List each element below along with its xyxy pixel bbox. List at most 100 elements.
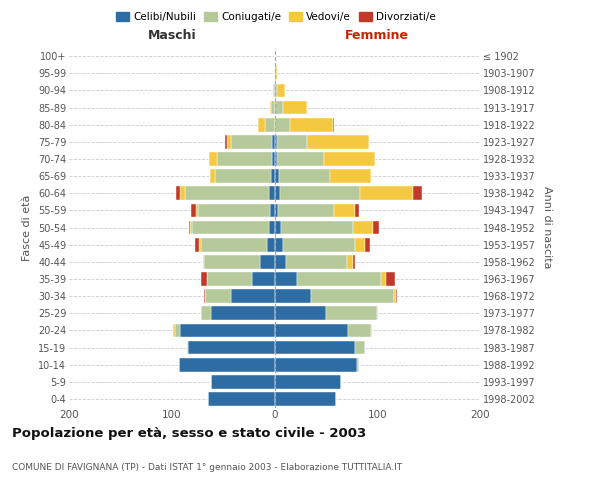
Bar (265, 118, 275, 132)
Bar (200, 306, 211, 320)
Bar (275, 340, 355, 354)
Legend: Celibi/Nubili, Coniugati/e, Vedovi/e, Divorziati/e: Celibi/Nubili, Coniugati/e, Vedovi/e, Di… (112, 8, 440, 26)
Bar (199, 204, 271, 217)
Bar (209, 152, 217, 166)
Bar (227, 135, 232, 148)
Bar (208, 392, 275, 406)
Bar (275, 238, 283, 252)
Bar (275, 272, 297, 286)
Bar (311, 289, 394, 303)
Bar (199, 238, 200, 252)
Bar (215, 169, 271, 183)
Bar (330, 169, 371, 183)
Bar (307, 135, 369, 148)
Bar (200, 238, 268, 252)
Bar (269, 220, 275, 234)
Bar (225, 135, 227, 148)
Bar (232, 289, 275, 303)
Bar (203, 289, 205, 303)
Bar (326, 306, 377, 320)
Bar (271, 204, 275, 217)
Bar (275, 84, 277, 97)
Bar (382, 272, 386, 286)
Y-axis label: Fasce di età: Fasce di età (22, 194, 32, 260)
Bar (260, 255, 275, 268)
Bar (297, 272, 382, 286)
Text: Popolazione per età, sesso e stato civile - 2003: Popolazione per età, sesso e stato civil… (12, 428, 366, 440)
Bar (196, 204, 199, 217)
Bar (275, 135, 277, 148)
Bar (274, 84, 275, 97)
Bar (196, 238, 199, 252)
Bar (275, 306, 326, 320)
Bar (252, 272, 275, 286)
Bar (180, 186, 185, 200)
Bar (173, 324, 175, 337)
Bar (193, 220, 269, 234)
Bar (365, 238, 370, 252)
Text: Maschi: Maschi (148, 30, 196, 43)
Bar (211, 375, 275, 388)
Y-axis label: Anni di nascita: Anni di nascita (542, 186, 553, 269)
Bar (278, 169, 330, 183)
Bar (272, 152, 275, 166)
Bar (179, 358, 275, 372)
Bar (275, 100, 283, 114)
Bar (396, 289, 397, 303)
Bar (275, 220, 281, 234)
Bar (324, 152, 375, 166)
Bar (277, 152, 324, 166)
Bar (275, 66, 277, 80)
Bar (355, 204, 359, 217)
Bar (275, 324, 349, 337)
Bar (272, 135, 275, 148)
Bar (268, 238, 275, 252)
Bar (210, 169, 215, 183)
Bar (355, 238, 365, 252)
Bar (386, 272, 395, 286)
Text: COMUNE DI FAVIGNANA (TP) - Dati ISTAT 1° gennaio 2003 - Elaborazione TUTTITALIA.: COMUNE DI FAVIGNANA (TP) - Dati ISTAT 1°… (12, 462, 402, 471)
Bar (200, 272, 206, 286)
Bar (275, 186, 280, 200)
Bar (280, 186, 360, 200)
Bar (290, 118, 333, 132)
Bar (353, 220, 373, 234)
Bar (275, 255, 286, 268)
Bar (356, 358, 359, 372)
Bar (333, 118, 334, 132)
Bar (394, 289, 396, 303)
Bar (275, 204, 278, 217)
Bar (277, 135, 307, 148)
Bar (175, 324, 180, 337)
Bar (277, 84, 285, 97)
Text: Femmine: Femmine (345, 30, 409, 43)
Bar (275, 118, 290, 132)
Bar (271, 100, 275, 114)
Bar (203, 255, 260, 268)
Bar (283, 100, 307, 114)
Bar (377, 306, 378, 320)
Bar (371, 324, 372, 337)
Bar (217, 152, 272, 166)
Bar (176, 186, 180, 200)
Bar (275, 392, 336, 406)
Bar (275, 152, 277, 166)
Bar (355, 340, 365, 354)
Bar (275, 375, 341, 388)
Bar (211, 306, 275, 320)
Bar (190, 220, 193, 234)
Bar (275, 358, 356, 372)
Bar (373, 220, 379, 234)
Bar (191, 204, 196, 217)
Bar (334, 204, 355, 217)
Bar (275, 169, 278, 183)
Bar (278, 204, 334, 217)
Bar (185, 186, 269, 200)
Bar (232, 135, 272, 148)
Bar (271, 169, 275, 183)
Bar (258, 118, 265, 132)
Bar (189, 220, 190, 234)
Bar (413, 186, 422, 200)
Bar (283, 238, 355, 252)
Bar (286, 255, 347, 268)
